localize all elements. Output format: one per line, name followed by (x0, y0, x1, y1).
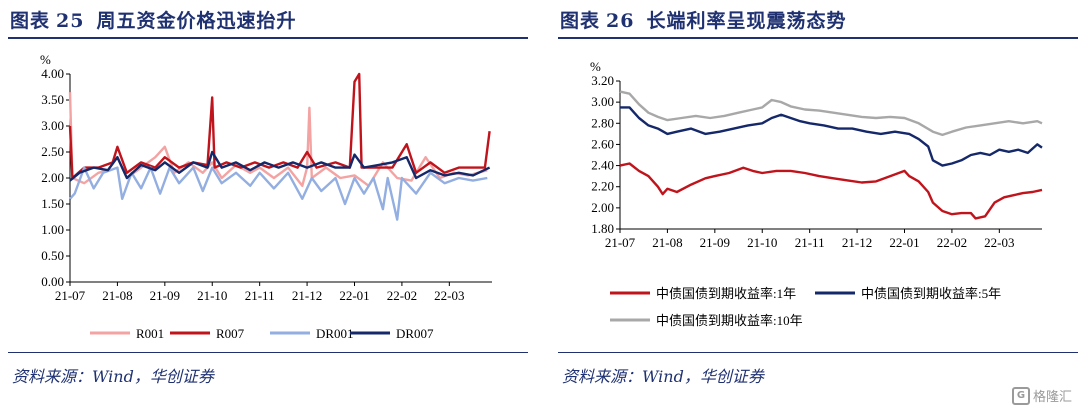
x-tick-label: 21-08 (102, 288, 132, 303)
x-tick-label: 22-03 (984, 235, 1014, 250)
figure-26-prefix: 图表 (560, 10, 601, 32)
series-line-y10 (619, 90, 1043, 137)
legend-label-y1: 中债国债到期收益率:1年 (656, 286, 796, 301)
legend-label-R001: R001 (136, 326, 164, 341)
x-tick-label: 22-03 (434, 288, 464, 303)
x-tick-label: 21-08 (652, 235, 682, 250)
x-tick-label: 21-11 (795, 235, 825, 250)
x-tick-label: 21-12 (842, 235, 872, 250)
figure-25-heading: 周五资金价格迅速抬升 (96, 10, 297, 32)
x-tick-label: 21-07 (55, 288, 86, 303)
x-tick-label: 22-02 (937, 235, 967, 250)
y-tick-label: 2.80 (591, 115, 614, 130)
series-line-R007 (68, 72, 491, 180)
y-tick-label: 2.00 (41, 170, 64, 185)
x-tick-label: 21-09 (150, 288, 180, 303)
legend-label-R007: R007 (216, 326, 245, 341)
figure-25-prefix: 图表 (10, 10, 51, 32)
y-tick-label: 1.00 (41, 222, 64, 237)
x-tick-label: 21-09 (700, 235, 730, 250)
y-tick-label: 1.50 (41, 196, 64, 211)
y-tick-label: 2.60 (591, 136, 614, 151)
figure-25-source: 资料来源：Wind，华创证券 (12, 367, 214, 386)
x-tick-label: 21-12 (292, 288, 322, 303)
legend-label-DR007: DR007 (396, 326, 434, 341)
legend-label-y5: 中债国债到期收益率:5年 (861, 286, 1001, 301)
y-tick-label: 1.80 (591, 221, 614, 236)
figure-25-title: 图表 25 周五资金价格迅速抬升 (10, 6, 296, 33)
series-line-DR007 (69, 150, 491, 182)
x-tick-label: 21-10 (197, 288, 227, 303)
figure-26-source: 资料来源：Wind，华创证券 (562, 367, 764, 386)
y-tick-label: 4.00 (41, 66, 64, 81)
y-tick-label: 3.20 (591, 73, 614, 88)
x-tick-label: 22-02 (387, 288, 417, 303)
y-tick-label: 2.20 (591, 179, 614, 194)
y-tick-label: 0.50 (41, 248, 64, 263)
figure-25-panel: 图表 25 周五资金价格迅速抬升 0.00 0.50 1.00 1.50 2.00 2.50 3… (0, 0, 530, 411)
legend-label-y10: 中债国债到期收益率:10年 (656, 313, 803, 328)
y-tick-label: 2.00 (591, 200, 614, 215)
y-axis-unit-label: % (590, 59, 601, 74)
x-tick-label: 21-07 (605, 235, 636, 250)
title-rule (558, 37, 1078, 39)
source-rule (558, 352, 1078, 353)
figure-26-panel: 图表 26 长端利率呈现震荡态势 1.80 2.00 2.20 2.40 2.60 2.80 3… (550, 0, 1080, 411)
title-rule (8, 37, 528, 39)
y-tick-label: 2.40 (591, 158, 614, 173)
watermark: G 格隆汇 (1011, 386, 1072, 405)
x-tick-label: 21-10 (747, 235, 777, 250)
y-axis-unit-label: % (40, 52, 51, 67)
source-rule (8, 352, 528, 353)
treasury-yield-chart: 1.80 2.00 2.20 2.40 2.60 2.80 3.00 3.20% 21-07 21… (590, 59, 1043, 328)
x-tick-label: 22-01 (339, 288, 369, 303)
y-tick-label: 3.00 (591, 94, 614, 109)
legend-label-DR001: DR001 (316, 326, 354, 341)
figure-25-number: 25 (56, 10, 85, 32)
y-tick-label: 3.00 (41, 118, 64, 133)
series-line-y1 (619, 162, 1043, 220)
series-line-DR001 (69, 166, 488, 221)
x-tick-label: 22-01 (889, 235, 919, 250)
watermark-logo-icon: G (1011, 386, 1030, 405)
funding-rate-chart: 0.00 0.50 1.00 1.50 2.00 2.50 3.00 3.50 4.00% 21-… (40, 52, 492, 341)
figure-26-title: 图表 26 长端利率呈现震荡态势 (560, 6, 846, 33)
watermark-text: 格隆汇 (1032, 390, 1072, 405)
y-tick-label: 2.50 (41, 144, 64, 159)
y-tick-label: 0.00 (41, 274, 64, 289)
figure-26-heading: 长端利率呈现震荡态势 (646, 10, 847, 32)
series-line-y5 (620, 106, 1043, 167)
figure-26-number: 26 (606, 10, 635, 32)
x-tick-label: 21-11 (245, 288, 275, 303)
y-tick-label: 3.50 (41, 92, 64, 107)
